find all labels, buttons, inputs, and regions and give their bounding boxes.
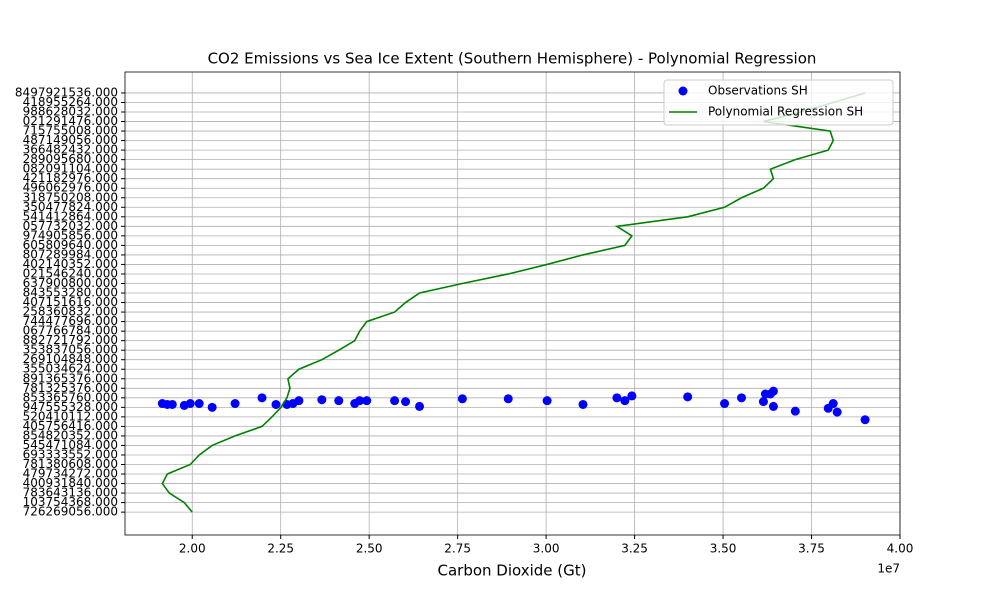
y-tick-label: 545471084.000: [23, 438, 118, 452]
scatter-point: [768, 401, 778, 411]
scatter-point: [355, 396, 365, 406]
y-tick-label: 355034624.000: [23, 362, 118, 376]
scatter-point: [294, 396, 304, 406]
x-offset-label: 1e7: [877, 562, 900, 576]
scatter-point: [503, 394, 513, 404]
scatter-point: [720, 399, 730, 409]
y-tick-label: 744477696.000: [23, 314, 118, 328]
y-tick-label: 843553280.000: [23, 286, 118, 300]
y-tick-label: 057732032.000: [23, 219, 118, 233]
scatter-point: [362, 396, 372, 406]
scatter-point: [828, 399, 838, 409]
scatter-point: [185, 399, 195, 409]
y-tick-label: 715755008.000: [23, 124, 118, 138]
y-tick-label: 318750208.000: [23, 190, 118, 204]
y-tick-label: 693333552.000: [23, 447, 118, 461]
y-tick-label: 974905856.000: [23, 228, 118, 242]
scatter-point: [415, 401, 425, 411]
x-axis-label: Carbon Dioxide (Gt): [437, 562, 586, 580]
chart-title: CO2 Emissions vs Sea Ice Extent (Souther…: [208, 50, 817, 68]
y-tick-label: 882721792.000: [23, 333, 118, 347]
y-tick-label: 541412864.000: [23, 209, 118, 223]
scatter-point: [736, 393, 746, 403]
scatter-point: [542, 396, 552, 406]
y-tick-label: 496062976.000: [23, 181, 118, 195]
y-tick-label: 487149056.000: [23, 133, 118, 147]
scatter-point: [230, 399, 240, 409]
y-tick-label: 402140352.000: [23, 257, 118, 271]
legend: Observations SH Polynomial Regression SH: [663, 79, 894, 126]
x-tick-label: 2.00: [179, 542, 206, 556]
legend-label: Polynomial Regression SH: [708, 105, 863, 119]
legend-label: Observations SH: [708, 84, 808, 98]
y-tick-label: 407151616.000: [23, 295, 118, 309]
y-tick-label: 781380608.000: [23, 457, 118, 471]
y-tick-label: 781325376.000: [23, 381, 118, 395]
y-tick-label: 400931840.000: [23, 476, 118, 490]
scatter-point: [860, 415, 870, 425]
y-tick-label: 289095680.000: [23, 152, 118, 166]
x-tick-label: 2.50: [356, 542, 383, 556]
y-tick-label: 366482432.000: [23, 143, 118, 157]
y-tick-label: 605809640.000: [23, 238, 118, 252]
grid: [125, 72, 901, 535]
scatter-point: [207, 402, 217, 412]
y-tick-label: 853365760.000: [23, 390, 118, 404]
scatter-point: [257, 393, 267, 403]
y-tick-label: 353837056.000: [23, 343, 118, 357]
x-tick-label: 3.75: [798, 542, 825, 556]
scatter-point: [194, 399, 204, 409]
scatter-point: [401, 397, 411, 407]
scatter-point: [390, 396, 400, 406]
y-tick-label: 726269056.000: [23, 505, 118, 519]
y-tick-label: 854820352.000: [23, 428, 118, 442]
y-tick-label: 807289984.000: [23, 247, 118, 261]
y-tick-label: 421182976.000: [23, 171, 118, 185]
legend-marker: [678, 86, 688, 96]
scatter-point: [578, 399, 588, 409]
scatter-point: [768, 386, 778, 396]
scatter-point: [457, 394, 467, 404]
scatter-point: [334, 396, 344, 406]
scatter-point: [683, 392, 693, 402]
scatter-point: [612, 393, 622, 403]
scatter-point: [832, 407, 842, 417]
scatter-point: [758, 397, 768, 407]
y-tick-label: 258360832.000: [23, 305, 118, 319]
scatter-point: [627, 391, 637, 401]
legend-box: [663, 79, 894, 126]
y-tick-label: 637900800.000: [23, 276, 118, 290]
y-tick-label: 8497921536.000: [15, 85, 118, 99]
scatter-point: [167, 399, 177, 409]
y-tick-label: 479734272.000: [23, 467, 118, 481]
x-tick-label: 2.25: [267, 542, 294, 556]
y-tick-label: 947555328.000: [23, 400, 118, 414]
y-tick-label: 269104848.000: [23, 352, 118, 366]
y-tick-label: 021546240.000: [23, 266, 118, 280]
y-tick-label: 891365376.000: [23, 371, 118, 385]
y-tick-label: 520410112.000: [23, 409, 118, 423]
scatter-point: [317, 395, 327, 405]
y-tick-label: 350477824.000: [23, 200, 118, 214]
regression-line: [161, 92, 866, 513]
x-tick-label: 4.00: [887, 542, 914, 556]
y-tick-label: 783643136.000: [23, 486, 118, 500]
plot-frame: [124, 71, 901, 536]
y-tick-label: 988628032.000: [23, 105, 118, 119]
scatter-point: [620, 396, 630, 406]
x-tick-label: 3.25: [621, 542, 648, 556]
y-tick-label: 103754368.000: [23, 495, 118, 509]
scatter-point: [790, 406, 800, 416]
x-tick-label: 3.00: [533, 542, 560, 556]
y-tick-label: 067766784.000: [23, 324, 118, 338]
scatter-point: [271, 399, 281, 409]
x-tick-label: 3.50: [710, 542, 737, 556]
y-tick-label: 021291476.000: [23, 114, 118, 128]
x-tick-label: 2.75: [444, 542, 471, 556]
y-tick-label: 082091104.000: [23, 162, 118, 176]
y-tick-label: 418955264.000: [23, 95, 118, 109]
y-tick-label: 405756416.000: [23, 419, 118, 433]
